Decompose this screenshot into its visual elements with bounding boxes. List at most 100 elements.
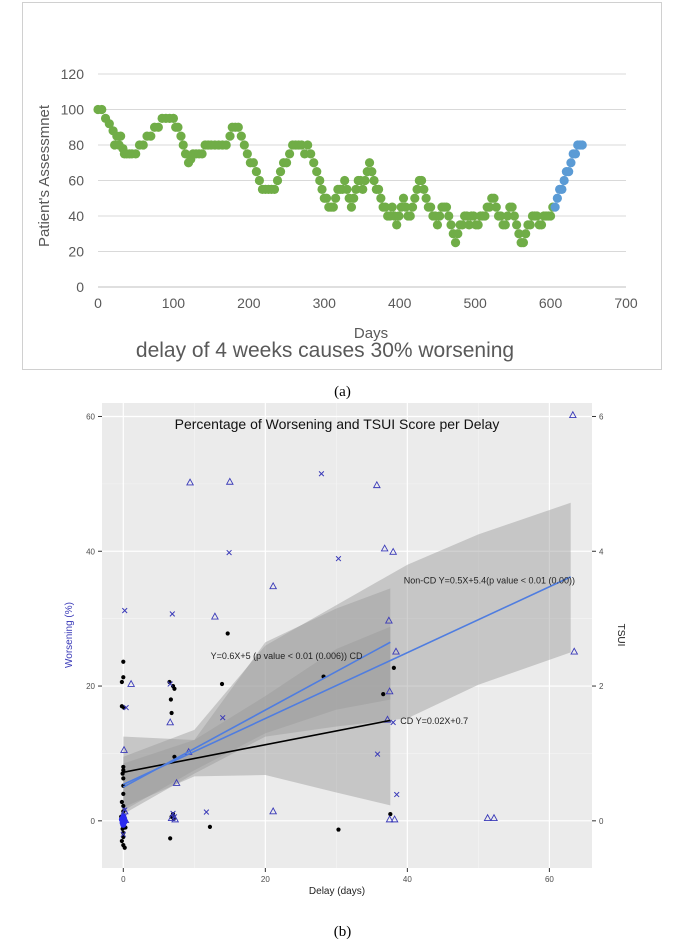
data-point-main <box>489 193 499 203</box>
data-point-main <box>281 158 292 168</box>
point-noncd-triangle <box>392 647 400 655</box>
data-point-main <box>233 122 243 132</box>
y-tick-label: 0 <box>91 817 96 826</box>
point-noncd-triangle <box>172 778 181 786</box>
data-point-main <box>416 175 427 186</box>
data-point-main <box>473 220 483 230</box>
cross-stroke <box>167 681 173 687</box>
point-cd <box>121 830 126 836</box>
data-point-main <box>367 167 377 177</box>
data-point-end <box>564 167 574 177</box>
data-point-end <box>557 184 567 194</box>
point-noncd-triangle <box>383 715 392 723</box>
data-point-main <box>394 211 404 221</box>
x-tick-label: 20 <box>261 875 270 884</box>
point-cd <box>121 675 126 680</box>
data-point-main <box>392 220 402 230</box>
data-point-main <box>315 175 325 186</box>
y-tick-label: 60 <box>68 173 84 189</box>
confidence-band <box>123 588 391 811</box>
y2-tick-label: 4 <box>599 547 604 556</box>
y2-tick-label: 6 <box>599 412 604 421</box>
fit-annotation: Non-CD Y=0.5X+5.4(p value < 0.01 (0.00)) <box>404 576 575 586</box>
data-point-main <box>373 184 384 194</box>
data-point-main <box>369 175 379 186</box>
cross-stroke <box>390 719 396 726</box>
point-cd <box>391 665 396 670</box>
y-axis-title: Worsening (%) <box>64 602 75 668</box>
data-point-main <box>272 175 283 186</box>
x-tick-label: 60 <box>545 875 554 884</box>
data-point-main <box>376 193 386 203</box>
point-noncd-triangle <box>390 815 399 823</box>
cross-stroke <box>121 807 128 813</box>
data-point-main <box>131 149 141 159</box>
point-cd <box>121 791 126 796</box>
point-cd <box>121 803 126 809</box>
y2-tick-label: 0 <box>599 817 604 826</box>
y-tick-label: 120 <box>61 66 85 82</box>
data-point-main <box>173 122 183 132</box>
point-noncd-cross <box>219 714 226 721</box>
point-noncd-cross <box>203 809 210 815</box>
data-point-main <box>441 202 452 212</box>
data-point-main <box>518 238 529 248</box>
point-cd <box>121 776 126 781</box>
cross-stroke <box>120 831 127 838</box>
y-tick-label: 80 <box>68 137 84 153</box>
data-point-main <box>312 167 322 177</box>
point-cd <box>168 836 173 841</box>
data-point-main <box>342 184 352 194</box>
point-noncd-triangle <box>127 679 136 687</box>
y-tick-label: 100 <box>61 102 85 118</box>
data-point-main <box>349 193 359 203</box>
data-point-end <box>566 158 576 168</box>
point-cd <box>207 824 213 829</box>
point-noncd-cross <box>374 751 381 757</box>
data-point-main <box>351 184 361 194</box>
data-point-main <box>303 140 313 150</box>
data-point-main <box>532 211 542 221</box>
point-noncd-triangle <box>210 612 219 620</box>
data-point-main <box>225 131 235 141</box>
chart-a-svg: 0 20 40 60 80 100 120 0 100 200 300 400 500 600 700 Day… <box>36 66 638 362</box>
x-tick-label: 200 <box>237 295 261 311</box>
data-point-main <box>410 193 420 203</box>
data-point-main <box>138 140 148 150</box>
data-point-main <box>446 220 456 230</box>
data-point-main <box>464 220 474 230</box>
cross-stroke <box>219 714 226 721</box>
x-axis-title: Days <box>354 325 388 342</box>
data-point-main <box>364 158 375 168</box>
caption-a: (a) <box>334 384 351 400</box>
point-noncd-triangle <box>490 813 498 821</box>
data-point-main <box>168 113 179 123</box>
point-cd <box>119 838 124 844</box>
cross-stroke <box>123 704 129 711</box>
data-point-main <box>401 202 411 212</box>
x-tick-label: 40 <box>403 875 412 884</box>
cross-stroke <box>170 810 176 817</box>
data-point-main <box>269 184 280 194</box>
data-point-main <box>153 122 163 132</box>
point-cd <box>225 631 230 636</box>
data-point-main <box>346 202 357 212</box>
data-point-main <box>514 229 524 239</box>
point-cd <box>168 697 173 702</box>
point-noncd-cross <box>121 807 128 813</box>
data-point-main <box>242 149 252 159</box>
point-noncd-triangle <box>372 480 381 489</box>
data-point-main <box>507 202 517 212</box>
data-point-main <box>444 211 454 221</box>
chart-title: Percentage of Worsening and TSUI Score p… <box>175 416 500 432</box>
data-point-main <box>251 167 261 177</box>
data-point-main <box>284 149 295 159</box>
data-point-main <box>496 211 506 221</box>
point-noncd-cross <box>121 607 128 614</box>
x-tick-label: 700 <box>614 295 638 311</box>
chart-subtitle: delay of 4 weeks causes 30% worsening <box>136 339 514 362</box>
y2-axis-title: TSUI <box>615 624 626 647</box>
data-point-main <box>176 131 186 141</box>
data-point-main <box>480 211 490 221</box>
